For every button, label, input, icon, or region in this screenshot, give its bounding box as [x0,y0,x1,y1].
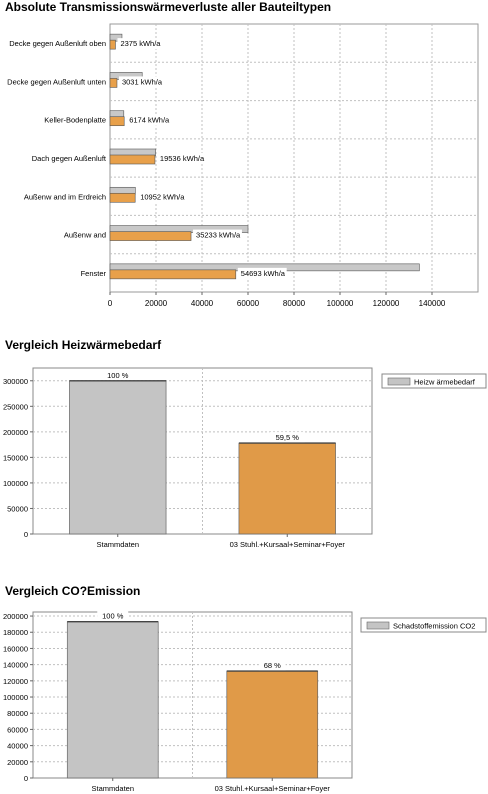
category-label: Fenster [81,269,107,278]
value-label: 68 % [264,661,281,670]
bar-orange [109,39,116,50]
y-tick-label: 160000 [3,644,28,653]
y-tick-label: 300000 [3,377,28,386]
x-tick-label: 140000 [419,299,446,308]
category-label: Außenw and im Erdreich [24,192,106,201]
y-tick-label: 180000 [3,628,28,637]
value-label: 54693 kWh/a [241,269,286,278]
y-tick-label: 0 [24,530,28,539]
category-label: Stammdaten [91,784,134,793]
x-tick-label: 120000 [373,299,400,308]
value-label: 100 % [102,612,124,621]
value-label: 59,5 % [276,433,300,442]
value-label: 2375 kWh/a [120,39,161,48]
chart-3-title: Vergleich CO?Emission [5,584,141,598]
bar-orange [109,116,125,127]
x-tick-label: 0 [108,299,113,308]
chart-1-title: Absolute Transmissionswärmeverluste alle… [5,0,332,14]
y-tick-label: 150000 [3,453,28,462]
category-label: Decke gegen Außenluft unten [7,77,106,86]
y-tick-label: 120000 [3,677,28,686]
value-label-bg [269,432,305,443]
legend-swatch [387,377,411,386]
y-tick-label: 200000 [3,612,28,621]
bar-gray [109,33,123,42]
value-label-bg [137,191,187,203]
bar-orange [109,154,156,165]
legend-label: Heizw ärmebedarf [414,378,476,387]
bar [69,380,167,535]
value-label-bg [156,153,206,164]
bar-orange [109,78,118,88]
y-tick-label: 100000 [3,693,28,702]
y-tick-label: 200000 [3,428,28,437]
y-tick-label: 0 [24,774,28,783]
bar [226,670,319,779]
value-label: 19536 kWh/a [160,154,205,163]
value-label-bg [102,369,134,380]
legend-swatch [366,621,390,630]
y-tick-label: 50000 [7,504,28,513]
value-label-bg [193,229,242,241]
x-tick-label: 100000 [327,299,354,308]
bar-orange [109,269,237,280]
y-tick-label: 140000 [3,661,28,670]
transmission-loss-chart: 0 20000 40000 60000 80000 100000 120000 140000 D… [7,23,479,308]
y-tick-label: 100000 [3,479,28,488]
y-tick-label: 60000 [7,725,28,734]
legend-label: Schadstoffemission CO2 [393,622,475,631]
value-label: 6174 kWh/a [129,116,170,125]
value-label: 35233 kWh/a [196,231,241,240]
x-tick-label: 20000 [145,299,168,308]
y-tick-label: 40000 [7,742,28,751]
category-label: Dach gegen Außenluft [32,154,107,163]
category-label: Außenw and [64,231,106,240]
bar-orange [109,231,192,241]
x-tick-label: 60000 [237,299,260,308]
value-label: 100 % [107,371,129,380]
value-label-bg [97,610,129,621]
chart-2-title: Vergleich Heizwärmebedarf [5,338,162,352]
y-tick-label: 20000 [7,758,28,767]
value-label: 10952 kWh/a [140,192,185,201]
y-tick-label: 80000 [7,709,28,718]
heating-demand-chart: 0 50000 100000 150000 200000 250000 300000 100 … [3,367,487,549]
x-tick-label: 40000 [191,299,214,308]
category-label: Keller-Bodenplatte [44,116,106,125]
category-label: Stammdaten [96,540,139,549]
bar [66,621,159,779]
value-label-bg [126,114,172,126]
y-tick-label: 250000 [3,402,28,411]
x-tick-label: 80000 [283,299,306,308]
value-label-bg [118,76,164,88]
category-label: 03 Stuhl.+Kursaal+Seminar+Foyer [230,540,346,549]
bar-orange [109,192,136,203]
legend-box [360,617,487,633]
value-label-bg [117,38,163,50]
value-label-bg [237,267,287,279]
co2-emission-chart: 0 20000 40000 60000 80000 100000 120000 140000 1… [3,610,487,793]
category-label: 03 Stuhl.+Kursaal+Seminar+Foyer [215,784,331,793]
bar [238,442,336,535]
value-label: 3031 kWh/a [122,77,163,86]
value-label-bg [258,660,286,671]
category-label: Decke gegen Außenluft oben [9,39,106,48]
